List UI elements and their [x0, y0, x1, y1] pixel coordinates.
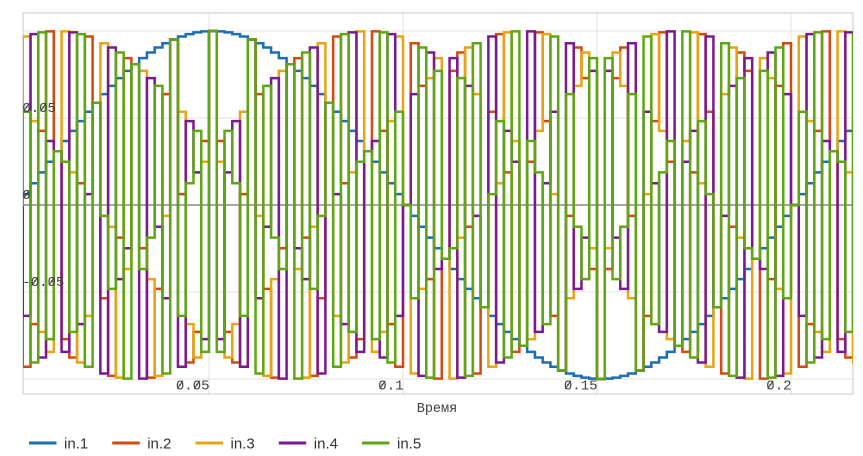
svg-text:0: 0	[22, 188, 30, 204]
svg-text:Время: Время	[417, 402, 458, 417]
svg-text:in.2: in.2	[147, 436, 171, 453]
svg-text:in.5: in.5	[397, 436, 421, 453]
svg-text:0.05: 0.05	[176, 379, 210, 395]
svg-text:0.1: 0.1	[378, 379, 403, 395]
svg-text:0.05: 0.05	[22, 101, 56, 117]
svg-text:in.1: in.1	[64, 436, 88, 453]
svg-text:in.3: in.3	[231, 436, 255, 453]
svg-text:0.15: 0.15	[564, 379, 598, 395]
svg-text:-0.05: -0.05	[22, 275, 64, 291]
svg-text:0.2: 0.2	[766, 379, 791, 395]
svg-text:in.4: in.4	[314, 436, 338, 453]
